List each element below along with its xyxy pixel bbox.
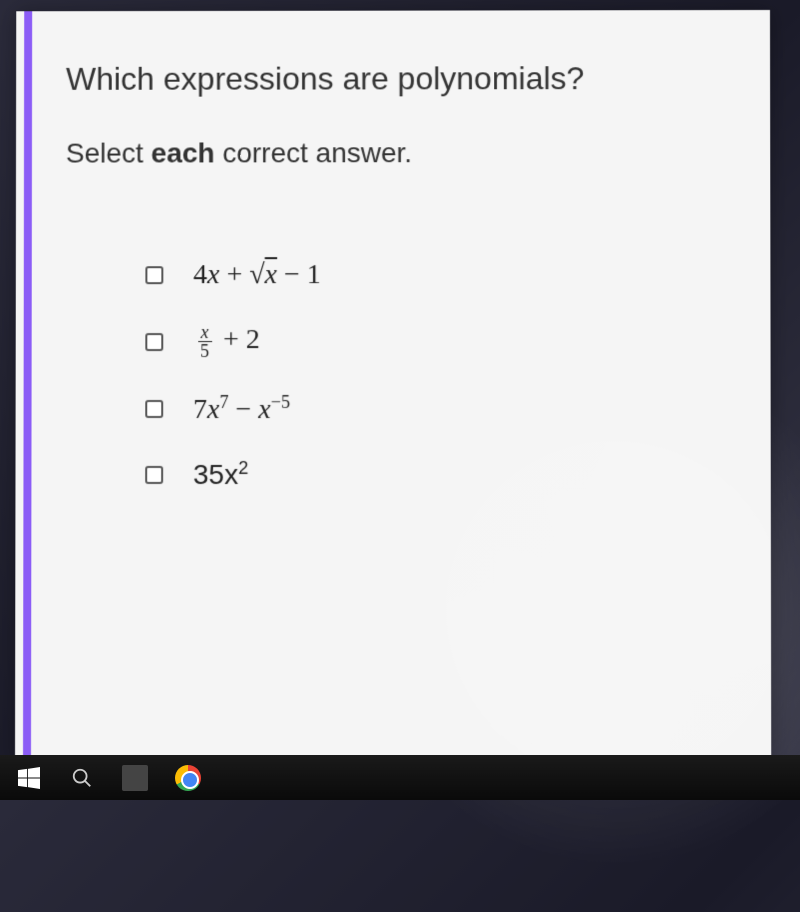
var-x2: x xyxy=(207,394,219,425)
windows-icon xyxy=(18,767,40,789)
option-d[interactable]: 35x2 xyxy=(145,458,741,492)
checkbox-a[interactable] xyxy=(145,266,163,284)
exp-7: 7 xyxy=(220,392,229,412)
question-text: Which expressions are polynomials? xyxy=(66,60,740,98)
quiz-panel: Which expressions are polynomials? Selec… xyxy=(15,10,771,761)
exp-neg5: −5 xyxy=(271,392,290,412)
coef-7: 7 xyxy=(193,394,207,425)
plus-1: + xyxy=(220,259,250,290)
option-c[interactable]: 7x7 − x−5 xyxy=(145,392,740,426)
content-area: Which expressions are polynomials? Selec… xyxy=(65,60,741,761)
coef-35x: 35x xyxy=(193,460,238,491)
options-list: 4x + √x − 1 x 5 + 2 7x7 − x−5 xyxy=(145,259,741,492)
frac-num: x xyxy=(198,323,212,342)
checkbox-b[interactable] xyxy=(145,333,163,351)
option-b-expr: x 5 + 2 xyxy=(193,323,260,360)
option-c-expr: 7x7 − x−5 xyxy=(193,392,290,426)
chrome-icon xyxy=(175,765,201,791)
instruction-text: Select each correct answer. xyxy=(66,137,740,170)
instruction-bold: each xyxy=(151,137,215,168)
minus-1: − 1 xyxy=(277,259,321,290)
search-button[interactable] xyxy=(68,764,96,792)
var-x3: x xyxy=(258,394,270,425)
sqrt-symbol: √ xyxy=(249,259,264,290)
option-a[interactable]: 4x + √x − 1 xyxy=(145,259,740,291)
instruction-post: correct answer. xyxy=(215,137,412,168)
fraction-x-5: x 5 xyxy=(197,323,212,360)
checkbox-c[interactable] xyxy=(145,400,163,418)
taskbar-chrome[interactable] xyxy=(174,764,202,792)
start-button[interactable] xyxy=(15,764,43,792)
frac-den: 5 xyxy=(197,342,212,360)
var-x1: x xyxy=(207,259,219,290)
option-b[interactable]: x 5 + 2 xyxy=(145,323,740,360)
option-d-expr: 35x2 xyxy=(193,458,248,491)
windows-taskbar xyxy=(0,755,800,800)
taskbar-app-1[interactable] xyxy=(121,764,149,792)
search-icon xyxy=(71,767,93,789)
sqrt-x: x xyxy=(265,259,277,290)
accent-bar xyxy=(23,11,32,760)
app-icon xyxy=(122,765,148,791)
exp-2: 2 xyxy=(238,458,248,478)
plus-2: + 2 xyxy=(216,324,260,355)
checkbox-d[interactable] xyxy=(145,466,163,484)
option-a-expr: 4x + √x − 1 xyxy=(193,259,321,291)
minus-c: − xyxy=(229,394,259,425)
instruction-pre: Select xyxy=(66,138,151,169)
coef-4: 4 xyxy=(193,259,207,290)
